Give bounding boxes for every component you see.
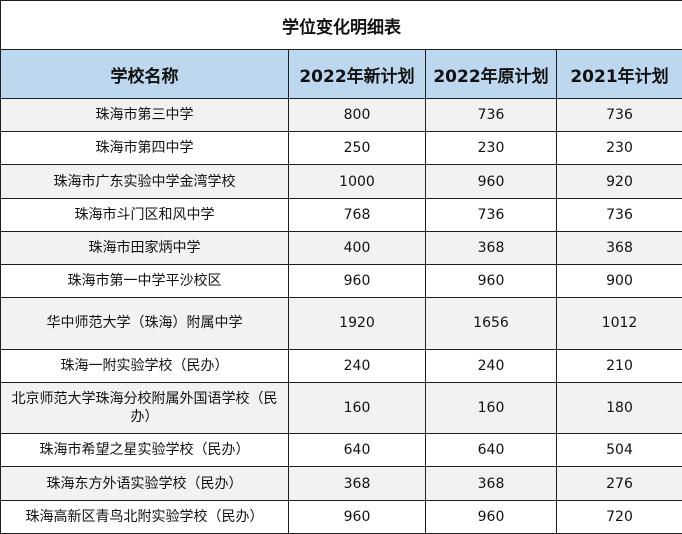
new-2022-cell: 640 <box>288 433 426 468</box>
school-name-cell: 珠海市第一中学平沙校区 <box>0 264 289 299</box>
table-row: 珠海东方外语实验学校（民办） 368 368 276 <box>0 466 682 501</box>
header-row: 学校名称 2022年新计划 2022年原计划 2021年计划 <box>0 49 682 99</box>
plan-2021-cell: 900 <box>556 264 682 299</box>
table-row: 珠海市广东实验中学金湾学校 1000 960 920 <box>0 164 682 199</box>
orig-2022-cell: 736 <box>425 97 557 133</box>
plan-2021-cell: 504 <box>556 433 682 468</box>
plan-2021-cell: 736 <box>556 197 682 232</box>
school-name-cell: 珠海市希望之星实验学校（民办） <box>0 433 289 468</box>
orig-2022-cell: 1656 <box>425 297 557 350</box>
new-2022-cell: 960 <box>288 264 426 299</box>
new-2022-cell: 1920 <box>288 297 426 350</box>
table-row: 珠海市第三中学 800 736 736 <box>0 97 682 133</box>
plan-2021-cell: 276 <box>556 466 682 501</box>
table-title: 学位变化明细表 <box>0 0 682 50</box>
plan-2021-cell: 368 <box>556 230 682 266</box>
header-2022-original-plan: 2022年原计划 <box>425 49 557 99</box>
orig-2022-cell: 230 <box>425 131 557 166</box>
header-2022-new-plan: 2022年新计划 <box>288 49 426 99</box>
school-name-cell: 珠海市第三中学 <box>0 97 289 133</box>
orig-2022-cell: 960 <box>425 164 557 199</box>
plan-2021-cell: 1012 <box>556 297 682 350</box>
plan-2021-cell: 720 <box>556 499 682 534</box>
orig-2022-cell: 640 <box>425 433 557 468</box>
school-name-cell: 珠海市田家炳中学 <box>0 230 289 266</box>
school-name-cell: 珠海高新区青鸟北附实验学校（民办） <box>0 499 289 534</box>
plan-2021-cell: 230 <box>556 131 682 166</box>
table-row: 珠海市田家炳中学 400 368 368 <box>0 230 682 266</box>
new-2022-cell: 768 <box>288 197 426 232</box>
orig-2022-cell: 160 <box>425 381 557 435</box>
new-2022-cell: 1000 <box>288 164 426 199</box>
new-2022-cell: 960 <box>288 499 426 534</box>
new-2022-cell: 368 <box>288 466 426 501</box>
school-name-cell: 珠海一附实验学校（民办） <box>0 348 289 383</box>
plan-2021-cell: 180 <box>556 381 682 435</box>
plan-2021-cell: 920 <box>556 164 682 199</box>
school-name-cell: 珠海市广东实验中学金湾学校 <box>0 164 289 199</box>
header-school-name: 学校名称 <box>0 49 289 99</box>
table-row: 珠海一附实验学校（民办） 240 240 210 <box>0 348 682 383</box>
table-row: 珠海市第一中学平沙校区 960 960 900 <box>0 264 682 299</box>
school-name-cell: 珠海市第四中学 <box>0 131 289 166</box>
orig-2022-cell: 960 <box>425 264 557 299</box>
school-name-cell: 华中师范大学（珠海）附属中学 <box>0 297 289 350</box>
title-row: 学位变化明细表 <box>0 0 682 50</box>
table-row: 珠海市斗门区和风中学 768 736 736 <box>0 197 682 232</box>
table-row: 珠海市希望之星实验学校（民办） 640 640 504 <box>0 433 682 468</box>
orig-2022-cell: 368 <box>425 230 557 266</box>
new-2022-cell: 250 <box>288 131 426 166</box>
orig-2022-cell: 736 <box>425 197 557 232</box>
school-name-cell: 珠海市斗门区和风中学 <box>0 197 289 232</box>
new-2022-cell: 800 <box>288 97 426 133</box>
plan-2021-cell: 736 <box>556 97 682 133</box>
table-row: 北京师范大学珠海分校附属外国语学校（民办） 160 160 180 <box>0 381 682 435</box>
new-2022-cell: 400 <box>288 230 426 266</box>
new-2022-cell: 160 <box>288 381 426 435</box>
school-name-cell: 北京师范大学珠海分校附属外国语学校（民办） <box>0 381 289 435</box>
new-2022-cell: 240 <box>288 348 426 383</box>
table-row: 珠海市第四中学 250 230 230 <box>0 131 682 166</box>
orig-2022-cell: 240 <box>425 348 557 383</box>
school-name-cell: 珠海东方外语实验学校（民办） <box>0 466 289 501</box>
table-row: 华中师范大学（珠海）附属中学 1920 1656 1012 <box>0 297 682 350</box>
plan-2021-cell: 210 <box>556 348 682 383</box>
orig-2022-cell: 368 <box>425 466 557 501</box>
table-row: 珠海高新区青鸟北附实验学校（民办） 960 960 720 <box>0 499 682 534</box>
orig-2022-cell: 960 <box>425 499 557 534</box>
header-2021-plan: 2021年计划 <box>556 49 682 99</box>
